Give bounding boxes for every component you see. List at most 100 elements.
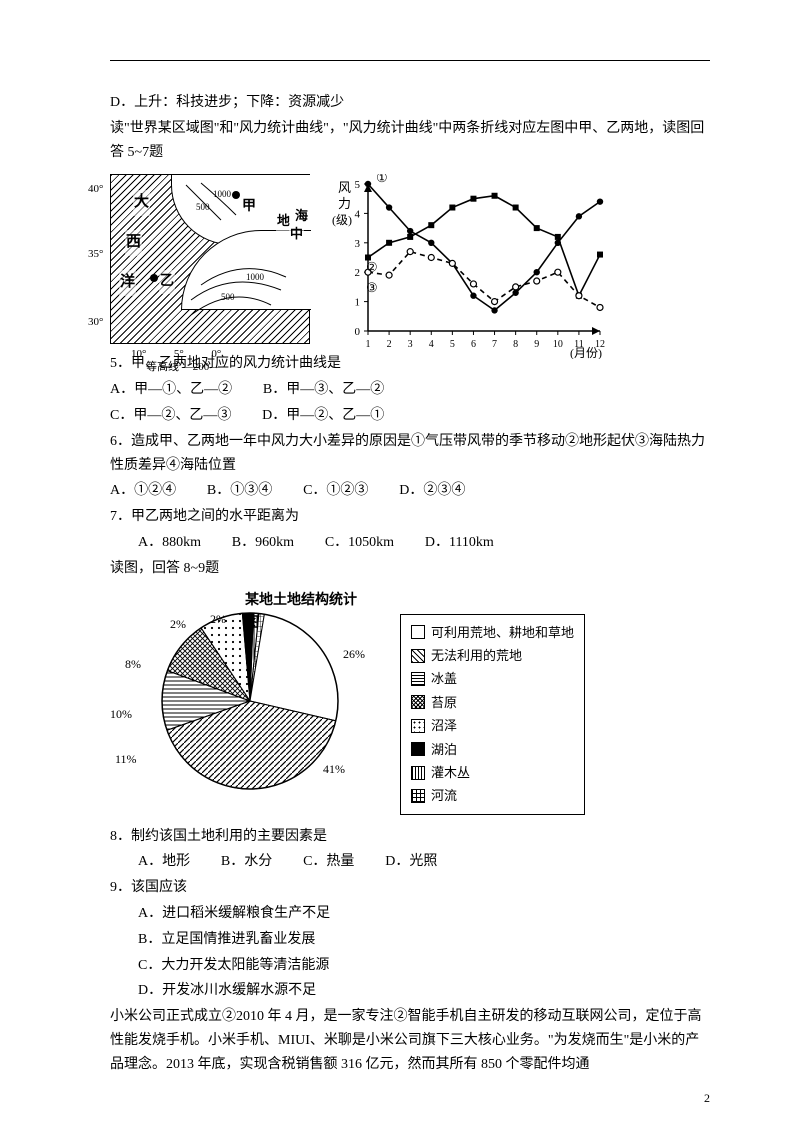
label-hai: 海 xyxy=(294,205,309,227)
q6-C: C．①②③ xyxy=(303,479,368,503)
legend-text: 冰盖 xyxy=(431,667,457,690)
label-jia: 甲 xyxy=(241,195,257,219)
q9-A: A．进口稻米缓解粮食生产不足 xyxy=(110,902,710,926)
legend-swatch xyxy=(411,719,425,733)
q9-B: B．立足国情推进乳畜业发展 xyxy=(110,928,710,952)
q6-B: B．①③④ xyxy=(207,479,272,503)
legend-text: 可利用荒地、耕地和草地 xyxy=(431,621,574,644)
page-number: 2 xyxy=(704,1088,710,1108)
svg-text:5: 5 xyxy=(355,179,361,191)
label-xi: 西 xyxy=(125,230,142,256)
pie-pct-2: 2% xyxy=(170,614,186,634)
svg-text:6: 6 xyxy=(471,339,476,350)
q9-stem: 9．该国应该 xyxy=(110,876,710,900)
contour-label: 等高线 xyxy=(146,361,179,373)
q6-D: D．②③④ xyxy=(399,479,465,503)
q5-options: A．甲—①、乙—② B．甲—③、乙—② xyxy=(110,378,710,402)
q7-A: A．880km xyxy=(138,531,201,555)
q5-C: C．甲—②、乙—③ xyxy=(110,404,231,428)
lon10: 10° xyxy=(131,348,146,360)
lat35: 35° xyxy=(87,245,104,264)
label-da: 大 xyxy=(133,190,150,216)
svg-text:500: 500 xyxy=(196,202,210,212)
lat30: 30° xyxy=(87,313,104,332)
q8-options: A．地形 B．水分 C．热量 D．光照 xyxy=(110,850,710,874)
option-d-line: D．上升：科技进步；下降：资源减少 xyxy=(110,91,710,115)
svg-text:风: 风 xyxy=(338,180,351,195)
q9-D: D．开发冰川水缓解水源不足 xyxy=(110,979,710,1003)
q8-A: A．地形 xyxy=(138,850,190,874)
svg-text:10: 10 xyxy=(553,339,563,350)
q6-A: A．①②④ xyxy=(110,479,176,503)
svg-text:4: 4 xyxy=(429,339,434,350)
svg-text:③: ③ xyxy=(366,281,378,296)
tail-paragraph: 小米公司正式成立②2010 年 4 月，是一家专注②智能手机自主研发的移动互联网… xyxy=(110,1005,710,1076)
intro-8-9: 读图，回答 8~9题 xyxy=(110,557,710,581)
legend-text: 无法利用的荒地 xyxy=(431,644,522,667)
svg-text:力: 力 xyxy=(338,196,351,211)
q6-options: A．①②④ B．①③④ C．①②③ D．②③④ xyxy=(110,479,710,503)
svg-text:②: ② xyxy=(366,260,378,275)
legend-row: 沼泽 xyxy=(411,714,574,737)
legend-row: 可利用荒地、耕地和草地 xyxy=(411,621,574,644)
legend-swatch xyxy=(411,649,425,663)
pie-pct-8: 8% xyxy=(125,654,141,674)
q5-B: B．甲—③、乙—② xyxy=(263,378,384,402)
q7-B: B．960km xyxy=(232,531,294,555)
svg-text:3: 3 xyxy=(355,238,361,250)
legend-row: 灌木丛 xyxy=(411,761,574,784)
svg-text:(月份): (月份) xyxy=(570,346,602,359)
legend-text: 沼泽 xyxy=(431,714,457,737)
label-yang: 洋 xyxy=(119,270,136,296)
lat40: 40° xyxy=(87,180,104,199)
svg-text:5: 5 xyxy=(450,339,455,350)
wind-line-chart: 012345123456789101112风力(级)(月份)①②③ xyxy=(330,174,610,344)
legend-swatch xyxy=(411,766,425,780)
q8-B: B．水分 xyxy=(221,850,272,874)
legend-text: 湖泊 xyxy=(431,738,457,761)
svg-text:2: 2 xyxy=(355,268,361,280)
svg-text:8: 8 xyxy=(513,339,518,350)
q5-D: D．甲—②、乙—① xyxy=(262,404,384,428)
legend-row: 河流 xyxy=(411,784,574,807)
pie-pct-26: 26% xyxy=(343,644,365,664)
legend-swatch xyxy=(411,672,425,686)
q8-C: C．热量 xyxy=(303,850,354,874)
svg-text:1: 1 xyxy=(366,339,371,350)
svg-text:500: 500 xyxy=(221,292,235,302)
legend-row: 冰盖 xyxy=(411,667,574,690)
svg-text:(级): (级) xyxy=(332,213,352,227)
region-map: 1000 500 1000 500 40° 35° 30° 大 西 洋 甲 乙 … xyxy=(110,174,310,344)
legend-text: 河流 xyxy=(431,784,457,807)
svg-text:2: 2 xyxy=(387,339,392,350)
q5-A: A．甲—①、乙—② xyxy=(110,378,232,402)
q7-C: C．1050km xyxy=(325,531,394,555)
q8-stem: 8．制约该国土地利用的主要因素是 xyxy=(110,825,710,849)
pie-section: 某地土地结构统计图 26% 41% 11% 10% 8% 2% 2% 可利用荒地… xyxy=(110,589,710,815)
legend-swatch xyxy=(411,789,425,803)
pie-pct-11: 11% xyxy=(115,749,137,769)
legend-swatch xyxy=(411,625,425,639)
q7-stem: 7．甲乙两地之间的水平距离为 xyxy=(110,505,710,529)
svg-text:7: 7 xyxy=(492,339,497,350)
svg-text:0: 0 xyxy=(355,326,361,338)
pie-pct-2b: 2% xyxy=(210,609,226,629)
svg-text:①: ① xyxy=(376,174,388,185)
legend-row: 湖泊 xyxy=(411,738,574,761)
svg-text:1: 1 xyxy=(355,297,361,309)
contour-200: 200 xyxy=(193,361,210,373)
q5-options2: C．甲—②、乙—③ D．甲—②、乙—① xyxy=(110,404,710,428)
legend-text: 苔原 xyxy=(431,691,457,714)
q7-options: A．880km B．960km C．1050km D．1110km xyxy=(110,531,710,555)
legend-swatch xyxy=(411,695,425,709)
pie-pct-41: 41% xyxy=(323,759,345,779)
legend-row: 苔原 xyxy=(411,691,574,714)
q7-D: D．1110km xyxy=(425,531,494,555)
legend-text: 灌木丛 xyxy=(431,761,470,784)
q9-C: C．大力开发太阳能等清洁能源 xyxy=(110,954,710,978)
q6-stem: 6．造成甲、乙两地一年中风力大小差异的原因是①气压带风带的季节移动②地形起伏③海… xyxy=(110,430,710,478)
figure-row-maps: 1000 500 1000 500 40° 35° 30° 大 西 洋 甲 乙 … xyxy=(110,174,710,344)
legend-row: 无法利用的荒地 xyxy=(411,644,574,667)
svg-text:4: 4 xyxy=(355,209,361,221)
q8-D: D．光照 xyxy=(385,850,437,874)
